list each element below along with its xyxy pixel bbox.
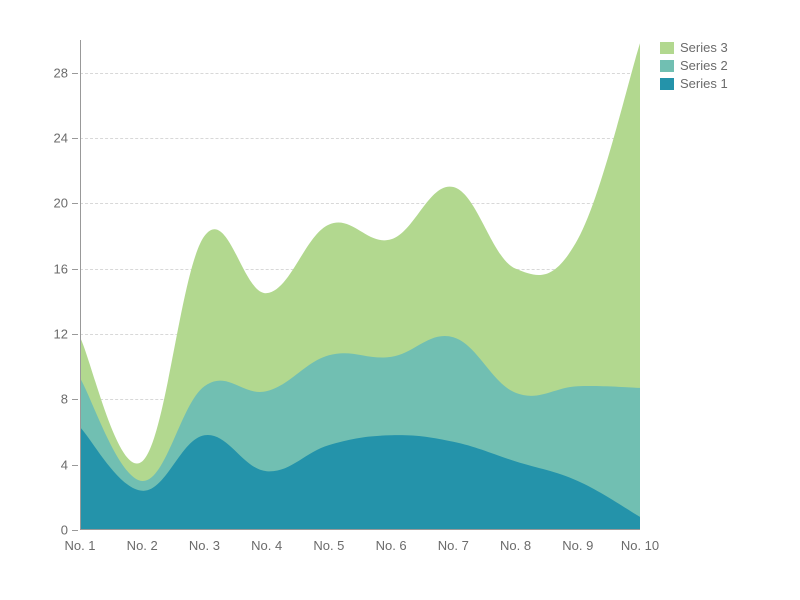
x-tick-label: No. 7 (438, 538, 469, 553)
x-tick-label: No. 10 (621, 538, 659, 553)
x-tick-label: No. 5 (313, 538, 344, 553)
x-tick-label: No. 2 (127, 538, 158, 553)
y-axis-line (80, 40, 81, 530)
chart-container: 0 4 8 12 16 20 24 28 No. 1 No. 2 No. 3 No. 4 No. 5 N… (40, 40, 640, 560)
legend-label: Series 2 (680, 58, 728, 73)
plot-area (80, 40, 640, 530)
legend-swatch (660, 60, 674, 72)
y-tick-mark (72, 138, 78, 139)
legend-swatch (660, 78, 674, 90)
y-tick-label: 0 (61, 523, 68, 538)
legend-item: Series 1 (660, 76, 728, 91)
y-tick-label: 28 (54, 65, 68, 80)
y-tick-label: 12 (54, 327, 68, 342)
x-axis: No. 1No. 2No. 3No. 4No. 5No. 6No. 7No. 8… (80, 530, 640, 560)
x-tick-label: No. 4 (251, 538, 282, 553)
legend: Series 3 Series 2 Series 1 (660, 40, 728, 94)
y-tick-label: 16 (54, 261, 68, 276)
y-tick-mark (72, 203, 78, 204)
y-tick-mark (72, 465, 78, 466)
y-tick-label: 20 (54, 196, 68, 211)
y-tick-mark (72, 530, 78, 531)
x-tick-label: No. 8 (500, 538, 531, 553)
x-tick-label: No. 6 (376, 538, 407, 553)
area-svg (80, 40, 640, 530)
x-tick-label: No. 3 (189, 538, 220, 553)
legend-item: Series 3 (660, 40, 728, 55)
y-tick-mark (72, 334, 78, 335)
y-tick-label: 8 (61, 392, 68, 407)
legend-label: Series 3 (680, 40, 728, 55)
y-tick-mark (72, 269, 78, 270)
legend-swatch (660, 42, 674, 54)
y-tick-label: 24 (54, 131, 68, 146)
legend-label: Series 1 (680, 76, 728, 91)
legend-item: Series 2 (660, 58, 728, 73)
x-tick-label: No. 9 (562, 538, 593, 553)
y-tick-mark (72, 73, 78, 74)
y-tick-mark (72, 399, 78, 400)
y-axis: 0481216202428 (40, 40, 80, 530)
x-tick-label: No. 1 (64, 538, 95, 553)
y-tick-label: 4 (61, 457, 68, 472)
